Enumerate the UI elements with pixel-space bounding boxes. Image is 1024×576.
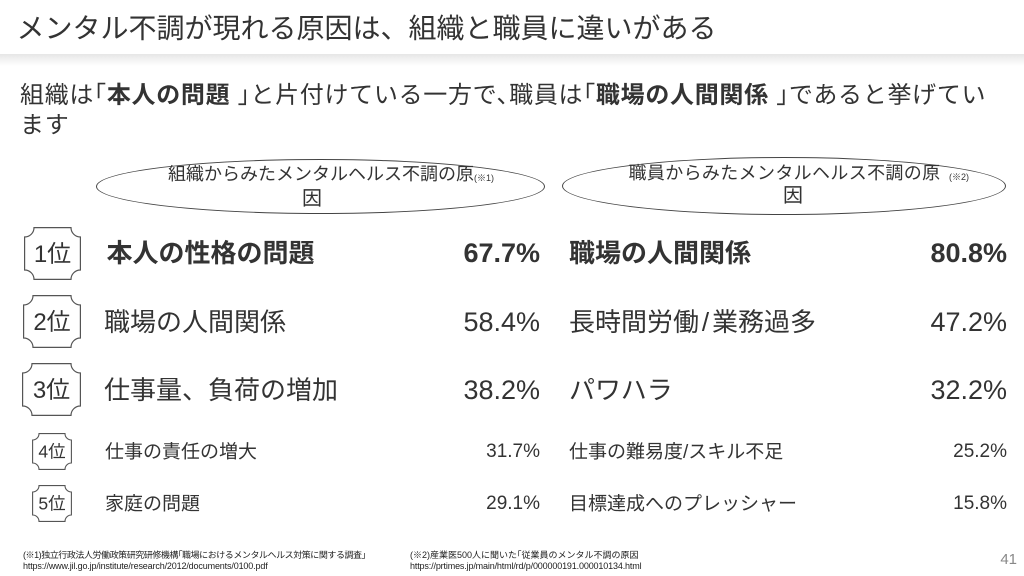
svg-text:2位: 2位: [33, 309, 70, 336]
svg-text:5位: 5位: [38, 494, 65, 514]
svg-text:1位: 1位: [34, 241, 71, 268]
svg-text:4位: 4位: [38, 442, 65, 462]
svg-text:3位: 3位: [33, 377, 70, 404]
